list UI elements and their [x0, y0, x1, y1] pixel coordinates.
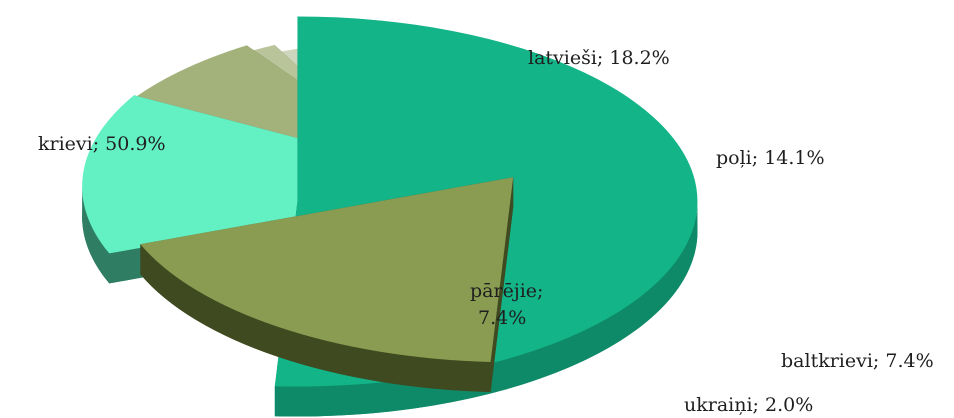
pie-slice-rim — [82, 186, 110, 284]
slice-label-ukraini: ukraiņi; 2.0% — [684, 394, 813, 416]
pie-slice-top — [140, 177, 514, 362]
slice-label-parejie-line1: pārējie; — [470, 280, 543, 302]
pie-slice-top — [82, 95, 483, 254]
pie-slice-wall — [490, 177, 514, 392]
slice-label-baltkrievi: baltkrievi; 7.4% — [781, 350, 934, 372]
pie-slice-latviesi — [140, 177, 514, 392]
slice-label-latviesi: latvieši; 18.2% — [528, 47, 670, 69]
slice-label-parejie-line2: 7.4% — [478, 307, 526, 329]
slice-label-krievi: krievi; 50.9% — [38, 133, 166, 155]
pie-slice-rim — [140, 244, 491, 392]
slice-label-poli: poļi; 14.1% — [716, 147, 825, 169]
